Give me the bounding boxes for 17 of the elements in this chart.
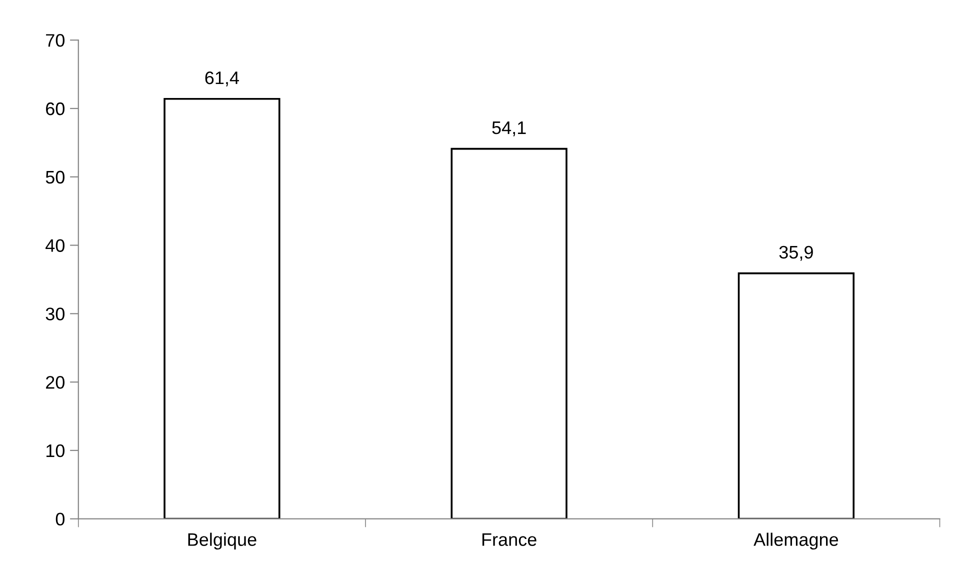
y-tick-label: 10 (46, 444, 64, 458)
x-tick-label: Belgique (188, 532, 256, 550)
y-tick-label: 70 (46, 34, 64, 47)
bar (164, 98, 280, 519)
y-tick-label: 50 (46, 170, 64, 184)
x-tick-label: France (482, 533, 536, 546)
y-tick-label: 60 (46, 102, 64, 116)
data-label: 54,1 (492, 122, 526, 136)
y-tick-label: 0 (56, 512, 64, 526)
y-tick-label: 40 (46, 239, 64, 252)
data-label: 35,9 (779, 246, 813, 261)
y-tick-label: 30 (46, 308, 64, 320)
data-label: 61,4 (205, 71, 239, 86)
y-tick-label: 20 (46, 376, 64, 389)
x-tick-label: Allemagne (754, 532, 838, 550)
bar (450, 148, 568, 519)
bar (738, 272, 855, 519)
